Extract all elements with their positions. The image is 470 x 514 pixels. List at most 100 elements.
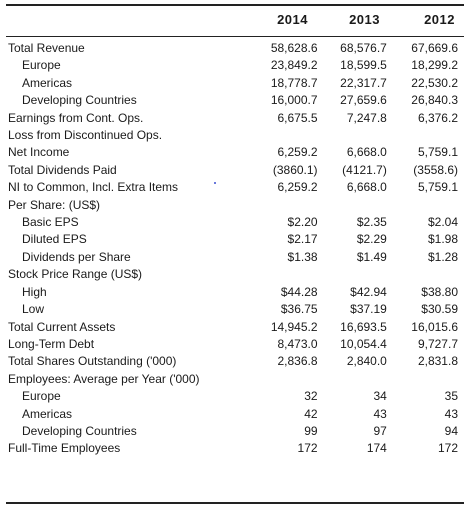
value-2014: 14,945.2 [270,319,318,334]
value-2012: $30.59 [421,302,458,317]
value-2014: 6,259.2 [277,145,318,160]
table-row: Stock Price Range (US$) [8,266,458,283]
table-row: Europe 23,849.2 18,599.5 18,299.2 [8,57,458,74]
value-2012: (3558.6) [413,162,458,177]
row-label: Americas [22,75,73,90]
row-label: Loss from Discontinued Ops. [8,128,163,143]
value-2013 [318,266,387,283]
row-label: Low [22,302,45,317]
value-2013 [318,371,387,388]
table-row: Full-Time Employees 172 174 172 [8,440,458,457]
row-label: Americas [22,406,73,421]
table-row: Americas 42 43 43 [8,406,458,423]
value-2014: 18,778.7 [270,75,318,90]
value-2013: 18,599.5 [340,58,387,73]
row-label: Europe [22,58,61,73]
value-2012 [387,127,458,144]
value-2012: $2.04 [427,215,458,230]
value-2013: 97 [373,423,387,438]
value-2012: 35 [444,389,458,404]
row-label: High [22,284,47,299]
value-2014: 8,473.0 [277,336,318,351]
value-2012: 5,759.1 [417,180,458,195]
row-label: Developing Countries [22,93,137,108]
value-2013: 43 [373,406,387,421]
table-row: Developing Countries 16,000.7 27,659.6 26,8… [8,92,458,109]
value-2012: 22,530.2 [411,75,458,90]
value-2013: $37.19 [350,302,387,317]
value-2012: 6,376.2 [417,110,458,125]
row-label: Total Revenue [8,41,85,55]
table-row: Total Revenue 58,628.6 68,576.7 67,669.6 [8,40,458,57]
table-row: High $44.28 $42.94 $38.80 [8,284,458,301]
row-label: NI to Common, Incl. Extra Items [8,180,179,195]
value-2014: 99 [304,423,318,438]
table-row: Long-Term Debt 8,473.0 10,054.4 9,727.7 [8,336,458,353]
value-2014: 172 [297,441,318,456]
row-label: Developing Countries [22,423,137,438]
value-2012: 43 [444,406,458,421]
row-label: Total Shares Outstanding ('000) [8,354,177,369]
value-2014: $44.28 [280,284,318,299]
row-label: Total Dividends Paid [8,162,117,177]
table-row: Dividends per Share $1.38 $1.49 $1.28 [8,249,458,266]
value-2013: 27,659.6 [340,93,387,108]
row-label: Net Income [8,145,70,160]
value-2012: 16,015.6 [411,319,458,334]
data-table: Total Revenue 58,628.6 68,576.7 67,669.6 Eur… [8,40,458,458]
value-2012: $38.80 [421,284,458,299]
value-2012: 94 [444,423,458,438]
value-2013: $42.94 [350,284,387,299]
table-row: Total Current Assets 14,945.2 16,693.5 16,0… [8,319,458,336]
row-label: Total Current Assets [8,319,116,334]
top-rule [6,4,464,6]
value-2013: 22,317.7 [340,75,387,90]
row-label: Per Share: (US$) [8,197,101,212]
value-2013: 68,576.7 [340,41,387,55]
value-2013: $2.35 [356,215,387,230]
value-2012 [387,197,458,214]
value-2013: 6,668.0 [346,180,387,195]
row-label: Full-Time Employees [8,441,121,456]
value-2013 [318,197,387,214]
bottom-rule [6,502,464,504]
value-2014: 32 [304,389,318,404]
value-2012: 18,299.2 [411,58,458,73]
table-row: Developing Countries 99 97 94 [8,423,458,440]
value-2013: 10,054.4 [340,336,387,351]
table-row: Basic EPS $2.20 $2.35 $2.04 [8,214,458,231]
value-2014 [248,371,317,388]
value-2013: $1.49 [356,249,387,264]
value-2013: 2,840.0 [346,354,387,369]
header-rule [6,36,464,37]
value-2012: $1.28 [427,249,458,264]
value-2014 [248,266,317,283]
value-2014: (3860.1) [272,162,318,177]
value-2014: 2,836.8 [277,354,318,369]
value-2014: $36.75 [280,302,318,317]
value-2014: 42 [304,406,318,421]
value-2012: 26,840.3 [411,93,458,108]
header-year-2012: 2012 [424,12,455,27]
table-row: Total Dividends Paid (3860.1) (4121.7) (355… [8,162,458,179]
value-2014: $1.38 [287,249,318,264]
value-2014: 6,675.5 [277,110,318,125]
value-2012: 5,759.1 [417,145,458,160]
table-row: Employees: Average per Year ('000) [8,371,458,388]
table-row: Per Share: (US$) [8,197,458,214]
value-2014: $2.17 [287,232,318,247]
table-row: Total Shares Outstanding ('000) 2,836.8 2,… [8,353,458,370]
row-label: Basic EPS [22,215,79,230]
value-2012 [387,266,458,283]
value-2013: 34 [373,389,387,404]
value-2013: (4121.7) [342,162,387,177]
header-year-2013: 2013 [349,12,380,27]
value-2013: 6,668.0 [346,145,387,160]
value-2014: 6,259.2 [277,180,318,195]
value-2014: 58,628.6 [270,41,318,55]
table-row: NI to Common, Incl. Extra Items 6,259.2 6,… [8,179,458,196]
value-2013: 7,247.8 [346,110,387,125]
table-row: Loss from Discontinued Ops. [8,127,458,144]
value-2012: 9,727.7 [417,336,458,351]
